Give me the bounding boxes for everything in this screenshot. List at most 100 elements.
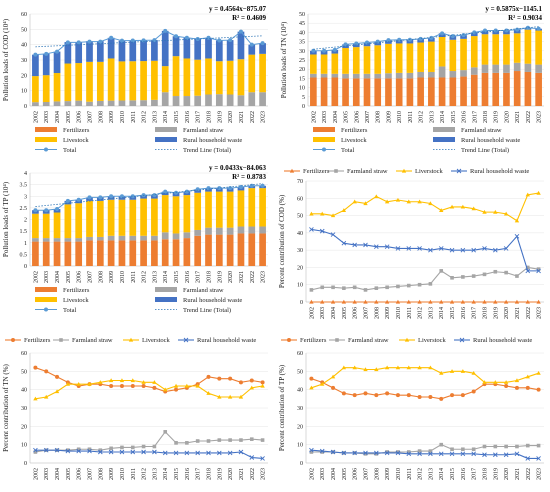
legend-label: Trend Line (Total) xyxy=(183,147,231,154)
x-tick-label: 2021 xyxy=(515,111,521,123)
y-tick-label: 20 xyxy=(21,424,27,430)
series-point xyxy=(514,385,519,390)
bar-segment xyxy=(161,66,169,93)
x-tick-label: 2010 xyxy=(120,468,126,480)
bar-segment xyxy=(96,41,104,62)
series-point xyxy=(417,199,422,204)
series-line xyxy=(35,430,263,453)
y-tick-label: 20 xyxy=(297,424,303,430)
series-point xyxy=(320,381,325,386)
legend-label: Farmland straw xyxy=(183,127,224,134)
bar-segment xyxy=(226,234,234,266)
x-tick-label: 2019 xyxy=(493,307,499,319)
series-point xyxy=(525,192,530,197)
bar-segment xyxy=(449,77,457,106)
bar-segment xyxy=(32,54,39,77)
bar-segment xyxy=(492,72,500,106)
bar-segment xyxy=(385,78,392,106)
y-tick-label: 50 xyxy=(299,12,305,18)
series-line xyxy=(311,378,539,400)
total-point xyxy=(228,38,233,43)
bar-segment xyxy=(215,94,223,106)
x-tick-label: 2017 xyxy=(472,111,478,123)
series-point xyxy=(330,213,336,218)
legend-label: Rural household waste xyxy=(461,137,520,144)
legend-label: Fertilizers xyxy=(63,127,90,134)
series-point xyxy=(460,299,466,304)
bar-segment xyxy=(161,239,169,266)
y-tick-label: 40 xyxy=(297,231,303,237)
bar-segment xyxy=(96,236,104,241)
total-point xyxy=(163,189,168,194)
x-tick-label: 2002 xyxy=(33,468,39,480)
series-point xyxy=(525,374,530,379)
series-point xyxy=(341,450,347,456)
series-point xyxy=(331,385,336,390)
legend-swatch xyxy=(155,287,177,292)
series-point xyxy=(536,456,541,461)
series-point xyxy=(141,384,146,388)
bar-segment xyxy=(75,42,83,64)
series-point xyxy=(406,299,411,304)
series-point xyxy=(130,384,135,388)
x-tick-label: 2015 xyxy=(174,271,180,283)
series-point xyxy=(493,444,498,449)
series-line xyxy=(311,449,539,459)
y-tick-label: 0.5 xyxy=(20,252,28,258)
total-point xyxy=(152,193,157,198)
total-point xyxy=(130,194,135,199)
total-point xyxy=(354,41,359,46)
bar-segment xyxy=(183,238,191,266)
y-tick-label: 4 xyxy=(24,171,27,177)
bar-segment xyxy=(503,72,510,106)
x-tick-label: 2009 xyxy=(109,271,115,283)
bar-segment xyxy=(513,33,521,63)
x-tick-label: 2023 xyxy=(261,468,267,480)
series-point xyxy=(536,387,541,392)
bar-segment xyxy=(428,77,435,106)
bar-segment xyxy=(237,226,245,234)
series-point xyxy=(428,451,433,457)
x-tick-label: 2012 xyxy=(142,271,148,283)
legend-label: Rural household waste xyxy=(183,297,242,304)
bar-segment xyxy=(352,73,360,79)
x-tick-label: 2007 xyxy=(365,111,371,123)
y-tick-label: 1.5 xyxy=(20,229,28,235)
bar-segment xyxy=(129,100,137,106)
total-point xyxy=(504,28,509,33)
y-tick-label: 10 xyxy=(299,86,305,92)
series-point xyxy=(238,394,244,399)
series-point xyxy=(417,246,422,251)
x-tick-label: 2004 xyxy=(55,271,61,283)
series-point xyxy=(320,299,325,304)
legend-swatch xyxy=(155,137,177,142)
bar-segment xyxy=(64,241,72,266)
x-tick-label: 2013 xyxy=(428,468,434,480)
series-point xyxy=(217,376,222,381)
series-point xyxy=(503,211,509,216)
series-point xyxy=(395,450,401,456)
series-point xyxy=(374,452,379,456)
series-point xyxy=(249,385,254,390)
series-point xyxy=(514,378,520,383)
series-point xyxy=(449,204,455,209)
bar-segment xyxy=(226,227,234,235)
legend-swatch xyxy=(313,137,335,142)
bar-segment xyxy=(183,58,191,97)
series-point xyxy=(363,452,368,456)
total-point xyxy=(515,27,520,32)
series-point xyxy=(482,272,487,277)
x-tick-label: 2014 xyxy=(439,307,445,319)
bar-segment xyxy=(53,73,61,102)
bar-segment xyxy=(259,92,266,106)
total-point xyxy=(98,195,103,200)
x-tick-label: 2014 xyxy=(163,271,169,283)
x-tick-label: 2008 xyxy=(98,271,104,283)
series-point xyxy=(439,269,444,273)
bar-segment xyxy=(86,101,93,106)
series-point xyxy=(352,393,357,398)
y-tick-label: 20 xyxy=(297,265,303,271)
x-tick-label: 2018 xyxy=(483,307,489,319)
total-point xyxy=(332,47,337,52)
bar-segment xyxy=(53,51,61,74)
